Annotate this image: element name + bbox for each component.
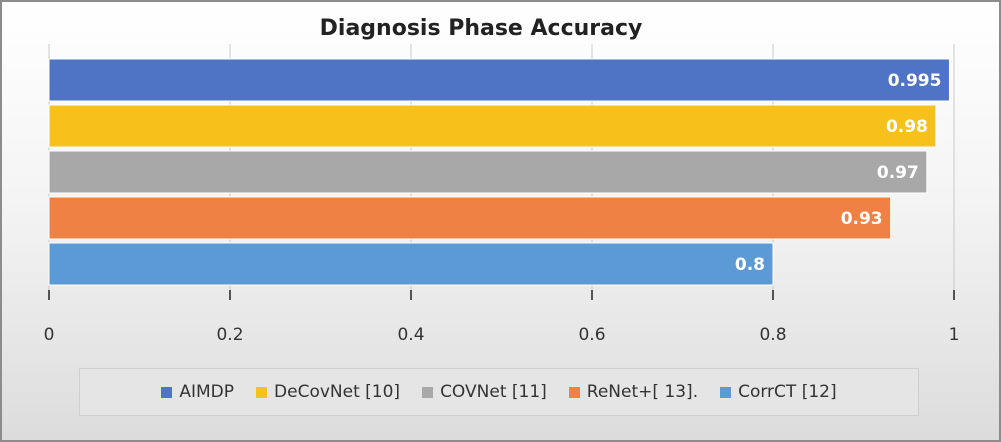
data-label: 0.93 (841, 209, 883, 229)
legend-swatch (161, 386, 173, 398)
x-tick-label: 1 (949, 325, 960, 345)
legend-label: CorrCT [12] (738, 382, 837, 402)
legend-item: DeCovNet [10] (256, 382, 400, 402)
x-tick-label: 0.2 (216, 325, 243, 345)
data-label: 0.995 (888, 71, 942, 91)
data-label: 0.98 (886, 117, 928, 137)
bar (48, 104, 937, 148)
chart-legend: AIMDP DeCovNet [10] COVNet [11] ReNet+[ 13]… (79, 368, 919, 416)
legend-item: COVNet [11] (422, 382, 547, 402)
x-tick-label: 0 (44, 325, 55, 345)
legend-label: COVNet [11] (440, 382, 547, 402)
legend-swatch (422, 386, 434, 398)
legend-swatch (256, 386, 268, 398)
data-label: 0.8 (735, 255, 765, 275)
legend-label: ReNet+[ 13]. (586, 382, 699, 402)
bar (48, 242, 774, 286)
bar (48, 150, 928, 194)
legend-item: CorrCT [12] (720, 382, 837, 402)
x-tick-label: 0.8 (759, 325, 786, 345)
legend-item: ReNet+[ 13]. (568, 382, 699, 402)
data-label: 0.97 (877, 163, 919, 183)
bar (48, 58, 950, 102)
x-tick-label: 0.6 (578, 325, 605, 345)
x-tick-label: 0.4 (397, 325, 424, 345)
legend-item: AIMDP (161, 382, 234, 402)
legend-label: AIMDP (179, 382, 235, 402)
legend-swatch (568, 386, 580, 398)
legend-label: DeCovNet [10] (274, 382, 401, 402)
chart-title: Diagnosis Phase Accuracy (319, 16, 643, 41)
bar (48, 196, 892, 240)
legend-swatch (720, 386, 732, 398)
